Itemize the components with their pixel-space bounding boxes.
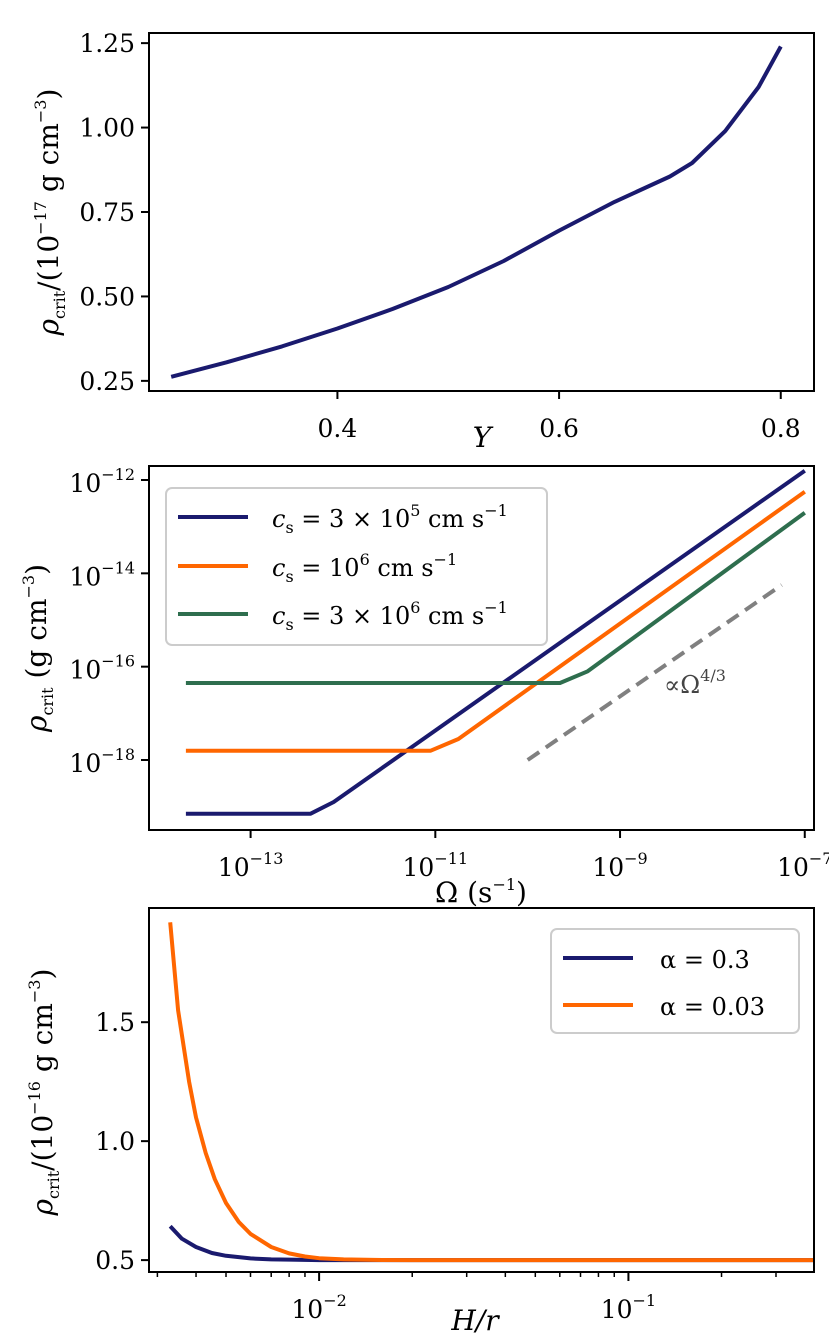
top-y-ticks: 0.25 0.50 0.75 1.00 1.25: [79, 29, 149, 396]
middle-series-line-1: [185, 469, 806, 816]
top-x-tick-label: 0.6: [539, 414, 579, 443]
middle-legend: cs = 3 × 105 cm s−1 cs = 106 cm s−1 cs =…: [165, 487, 548, 646]
bottom-series-lines: [168, 922, 815, 1263]
top-y-tick-label: 0.50: [79, 282, 135, 311]
top-y-tick-label: 0.25: [79, 367, 135, 396]
top-y-tick-label: 1.00: [79, 114, 135, 143]
top-series-line-1: [170, 45, 783, 379]
legend-label-cs-3e5: cs = 3 × 105 cm s−1: [272, 501, 508, 537]
bottom-panel: 10−2 10−1 0.5 1.0 1.5 α = 0.3 α = 0.03 ρcri…: [25, 907, 815, 1337]
bottom-y-tick-label: 0.5: [95, 1246, 135, 1275]
legend-label-cs-3e6: cs = 3 × 106 cm s−1: [272, 598, 508, 634]
middle-axes-frame: [148, 465, 815, 831]
top-y-tick-label: 1.25: [79, 29, 135, 58]
legend-label-alpha-0.3: α = 0.3: [660, 946, 750, 974]
middle-x-tick-label: 10−7: [777, 849, 829, 882]
bottom-axes-frame: [148, 907, 815, 1273]
middle-x-tick-label: 10−13: [218, 849, 284, 882]
bottom-x-axis-label: H/r: [450, 1304, 500, 1337]
top-x-axis-label: Y: [473, 421, 494, 454]
legend-label-alpha-0.03: α = 0.03: [660, 993, 765, 1021]
middle-y-tick-label: 10−14: [69, 558, 135, 591]
bottom-y-tick-label: 1.0: [95, 1127, 135, 1156]
bottom-legend: α = 0.3 α = 0.03: [550, 928, 800, 1034]
middle-series-lines: [185, 469, 806, 816]
bottom-y-tick-label: 1.5: [95, 1008, 135, 1037]
middle-x-tick-label: 10−11: [403, 849, 469, 882]
reference-slope-line: [526, 583, 783, 762]
bottom-y-axis-label: ρcrit/(10−16 g cm−3): [25, 969, 63, 1217]
top-x-ticks: 0.4 0.6 0.8: [318, 391, 801, 443]
top-x-tick-label: 0.8: [761, 414, 801, 443]
middle-y-tick-label: 10−16: [69, 652, 135, 685]
top-axes-frame: [148, 32, 815, 392]
middle-x-tick-label: 10−9: [592, 849, 647, 882]
middle-series-line-3: [185, 511, 806, 685]
top-panel: 0.4 0.6 0.8 0.25 0.50 0.75 1.00 1.25 Y ρcrit/(…: [31, 29, 815, 454]
middle-x-axis-label: Ω (s−1): [435, 875, 527, 909]
top-y-tick-label: 0.75: [79, 198, 135, 227]
legend-label-cs-1e6: cs = 106 cm s−1: [272, 550, 457, 586]
middle-y-tick-label: 10−12: [69, 465, 135, 498]
middle-y-axis-label: ρcrit (g cm−3): [19, 564, 57, 733]
reference-slope-label: ∝Ω4/3: [664, 666, 726, 699]
top-y-axis-label: ρcrit/(10−17 g cm−3): [31, 89, 69, 337]
middle-panel: 10−13 10−11 10−9 10−7 10−1210−1410−1610−18 …: [19, 465, 829, 909]
bottom-series-line-2: [168, 922, 815, 1263]
top-series-lines: [170, 45, 783, 379]
top-x-tick-label: 0.4: [318, 414, 358, 443]
bottom-x-tick-label: 10−1: [601, 1291, 656, 1324]
middle-y-tick-label: 10−18: [69, 745, 135, 778]
bottom-x-ticks: 10−2 10−1: [156, 1272, 777, 1324]
middle-legend-box: [165, 487, 548, 646]
middle-x-ticks: 10−13 10−11 10−9 10−7: [218, 830, 829, 882]
bottom-y-ticks: 0.5 1.0 1.5: [95, 1008, 149, 1275]
middle-series-line-2: [185, 490, 806, 753]
middle-y-ticks: 10−12 10−14 10−16 10−18: [69, 465, 149, 778]
bottom-x-tick-label: 10−2: [291, 1291, 346, 1324]
